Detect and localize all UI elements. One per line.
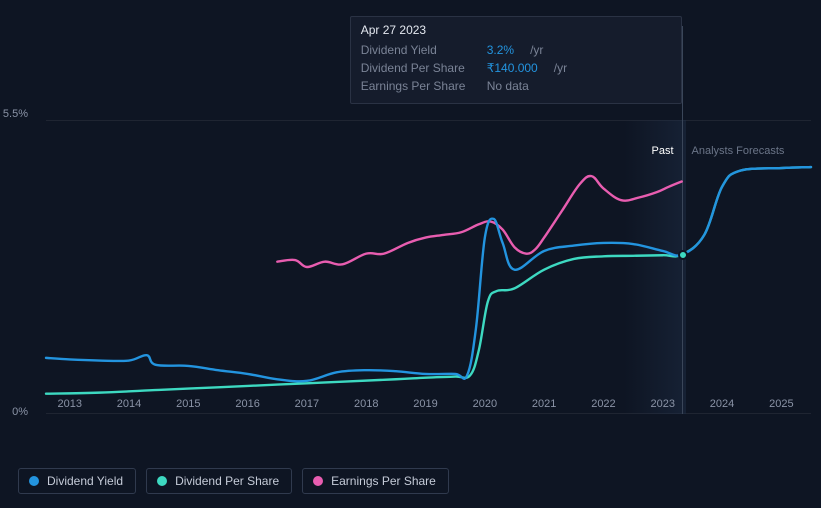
y-tick-bottom: 0% — [12, 406, 28, 418]
chart-lines — [46, 120, 811, 414]
legend-swatch-icon — [313, 476, 323, 486]
legend-dividend-per-share[interactable]: Dividend Per Share — [146, 468, 292, 494]
x-tick: 2018 — [354, 398, 378, 410]
x-tick: 2017 — [295, 398, 319, 410]
tooltip-row: Dividend Per Share₹140.000/yr — [361, 59, 671, 77]
legend-label: Dividend Per Share — [175, 474, 279, 488]
x-tick: 2024 — [710, 398, 734, 410]
x-tick: 2021 — [532, 398, 556, 410]
legend-dividend-yield[interactable]: Dividend Yield — [18, 468, 136, 494]
x-tick: 2015 — [176, 398, 200, 410]
plot-area[interactable]: Past Analysts Forecasts 2013201420152016… — [46, 120, 811, 414]
legend-swatch-icon — [157, 476, 167, 486]
chart-tooltip: Apr 27 2023 Dividend Yield3.2%/yrDividen… — [350, 16, 682, 104]
chart-legend: Dividend Yield Dividend Per Share Earnin… — [18, 468, 449, 494]
legend-swatch-icon — [29, 476, 39, 486]
legend-earnings-per-share[interactable]: Earnings Per Share — [302, 468, 449, 494]
tooltip-row: Dividend Yield3.2%/yr — [361, 41, 671, 59]
x-tick: 2013 — [57, 398, 81, 410]
legend-label: Earnings Per Share — [331, 474, 436, 488]
y-tick-top: 5.5% — [3, 108, 28, 120]
tooltip-row: Earnings Per ShareNo data — [361, 77, 671, 95]
hover-marker — [678, 250, 688, 260]
x-tick: 2016 — [235, 398, 259, 410]
x-tick: 2023 — [650, 398, 674, 410]
x-tick: 2022 — [591, 398, 615, 410]
legend-label: Dividend Yield — [47, 474, 123, 488]
x-tick: 2025 — [769, 398, 793, 410]
dividend-chart: 5.5% 0% Past Analysts Forecasts 20132014… — [18, 108, 811, 438]
x-tick: 2020 — [473, 398, 497, 410]
x-tick: 2014 — [117, 398, 141, 410]
x-tick: 2019 — [413, 398, 437, 410]
tooltip-date: Apr 27 2023 — [361, 23, 671, 37]
